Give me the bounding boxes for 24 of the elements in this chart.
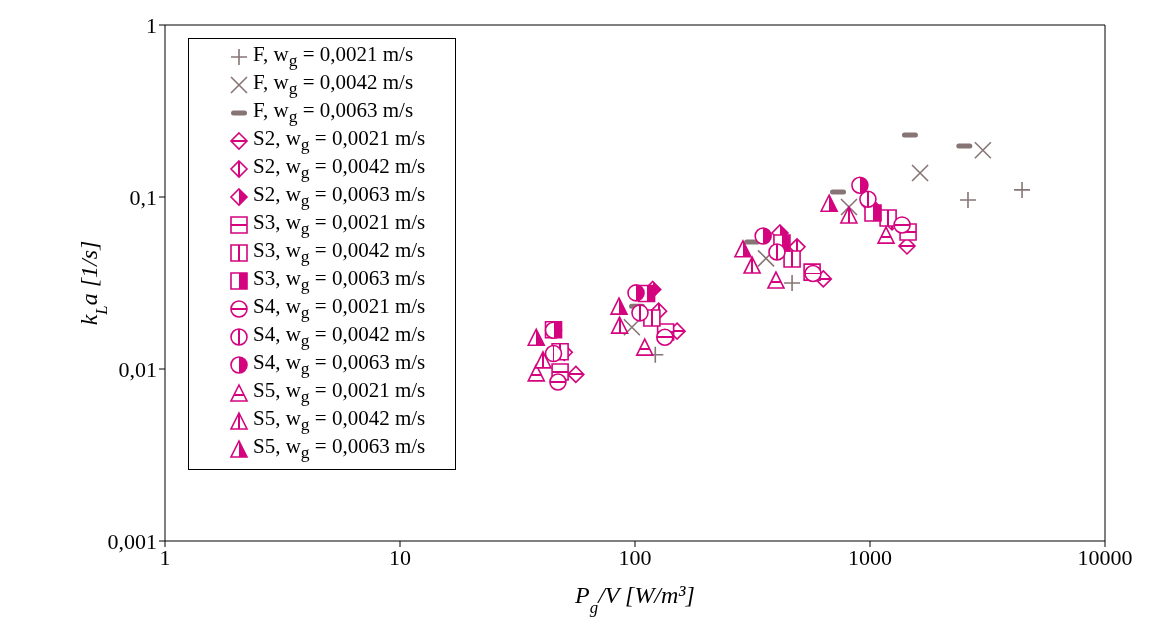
legend-label: S4, w$_{g}$ = 0,0042 m/s	[253, 322, 426, 352]
y-tick-label: 0,01	[118, 356, 157, 382]
legend-label: S2, w$_{g}$ = 0,0063 m/s	[253, 182, 426, 212]
legend-label: S3, w$_{g}$ = 0,0021 m/s	[253, 210, 426, 240]
y-tick-label: 0,001	[107, 528, 157, 554]
legend-label: S4, w$_{g}$ = 0,0063 m/s	[253, 350, 426, 380]
legend-label: S5, w$_{g}$ = 0,0063 m/s	[253, 434, 426, 464]
legend-label: S3, w$_{g}$ = 0,0042 m/s	[253, 238, 426, 268]
x-tick-label: 100	[618, 544, 652, 570]
y-tick-label: 0,1	[129, 184, 157, 210]
legend-label: S4, w$_{g}$ = 0,0021 m/s	[253, 294, 426, 324]
legend-label: S3, w$_{g}$ = 0,0063 m/s	[253, 266, 426, 296]
legend-label: F, w$_{g}$ = 0,0042 m/s	[253, 70, 414, 100]
legend-label: F, w$_{g}$ = 0,0063 m/s	[253, 98, 414, 128]
legend-label: S5, w$_{g}$ = 0,0042 m/s	[253, 406, 426, 436]
legend-label: S5, w$_{g}$ = 0,0021 m/s	[253, 378, 426, 408]
x-axis-title: P$_{g}$/V [W/m³]	[574, 582, 695, 617]
x-tick-label: 10	[389, 544, 411, 570]
legend-label: S2, w$_{g}$ = 0,0042 m/s	[253, 154, 426, 184]
legend-label: F, w$_{g}$ = 0,0021 m/s	[253, 42, 414, 72]
y-tick-label: 1	[146, 12, 157, 38]
x-tick-label: 10000	[1077, 544, 1133, 570]
x-tick-label: 1000	[848, 544, 892, 570]
legend-label: S2, w$_{g}$ = 0,0021 m/s	[253, 126, 426, 156]
